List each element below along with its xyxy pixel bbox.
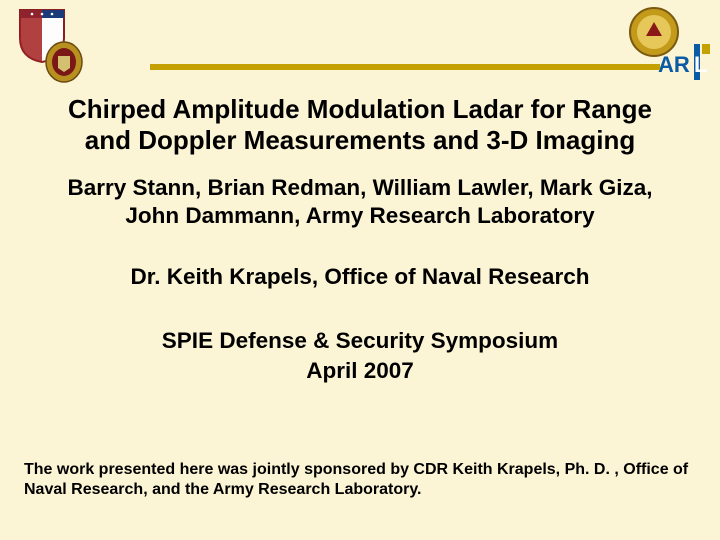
command-seal-logo-icon	[44, 40, 84, 84]
sponsorship-footer: The work presented here was jointly spon…	[24, 460, 696, 500]
conference-block: SPIE Defense & Security Symposium April …	[0, 326, 720, 387]
svg-text:AR: AR	[658, 52, 690, 77]
arl-logo-icon: AR L	[656, 42, 712, 82]
slide-title: Chirped Amplitude Modulation Ladar for R…	[0, 94, 720, 156]
conference-date: April 2007	[0, 356, 720, 386]
svg-text:L: L	[694, 52, 707, 77]
authors-line: Barry Stann, Brian Redman, William Lawle…	[0, 174, 720, 230]
header: AR L	[0, 0, 720, 90]
header-rule	[150, 64, 660, 70]
affiliation-2: Dr. Keith Krapels, Office of Naval Resea…	[0, 264, 720, 290]
conference-name: SPIE Defense & Security Symposium	[0, 326, 720, 356]
